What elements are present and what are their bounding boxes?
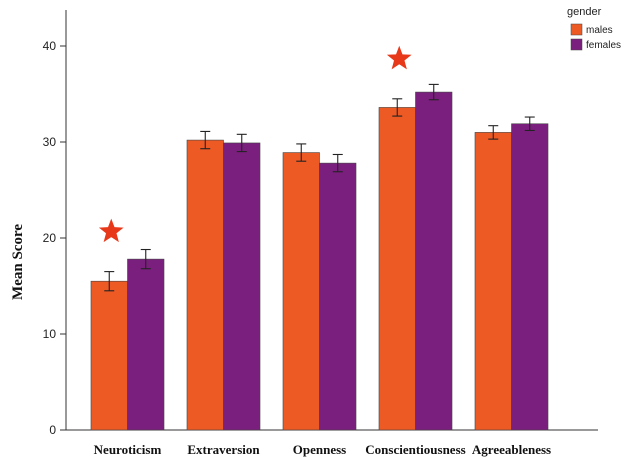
y-ticks: 0 10 20 30 40 bbox=[43, 39, 66, 437]
legend-label-females: females bbox=[586, 40, 621, 51]
y-tick-label: 0 bbox=[49, 423, 56, 437]
error-bar-males-conscientiousness bbox=[392, 98, 403, 117]
y-tick-label: 10 bbox=[43, 327, 57, 341]
error-bar-females-agreeableness bbox=[524, 116, 535, 132]
significance-star bbox=[386, 45, 412, 70]
y-tick-label: 30 bbox=[43, 135, 57, 149]
bar-males-neuroticism bbox=[90, 280, 128, 431]
category-labels: Neuroticism Extraversion Openness Conscient… bbox=[94, 442, 551, 457]
bar-females-neuroticism bbox=[127, 258, 165, 431]
bar-males-extraversion bbox=[186, 139, 224, 431]
bar-males-conscientiousness bbox=[378, 107, 416, 431]
error-bar-females-conscientiousness bbox=[428, 83, 439, 101]
category-label: Openness bbox=[293, 442, 346, 457]
error-bar-females-extraversion bbox=[236, 133, 247, 153]
bar-females-conscientiousness bbox=[415, 91, 453, 431]
error-bar-females-openness bbox=[332, 153, 343, 173]
bar-females-agreeableness bbox=[511, 123, 549, 431]
category-label: Agreeableness bbox=[472, 442, 551, 457]
bar-females-openness bbox=[319, 162, 357, 431]
error-bar-males-agreeableness bbox=[488, 125, 499, 140]
error-bar-males-openness bbox=[296, 143, 307, 162]
y-tick-label: 40 bbox=[43, 39, 57, 53]
error-bar-females-neuroticism bbox=[140, 248, 151, 270]
y-axis-title: Mean Score bbox=[10, 224, 26, 300]
error-bar-males-neuroticism bbox=[104, 271, 115, 292]
bar-females-extraversion bbox=[223, 142, 261, 431]
legend: gender males females bbox=[567, 6, 621, 51]
legend-title: gender bbox=[567, 6, 602, 18]
legend-swatch-females bbox=[570, 38, 583, 51]
category-label: Extraversion bbox=[187, 442, 260, 457]
bar-males-openness bbox=[282, 152, 320, 431]
error-bars bbox=[104, 83, 535, 292]
legend-label-males: males bbox=[586, 25, 613, 36]
error-bar-males-extraversion bbox=[200, 130, 211, 150]
category-label: Neuroticism bbox=[94, 442, 162, 457]
category-label: Conscientiousness bbox=[365, 442, 465, 457]
bar-males-agreeableness bbox=[474, 132, 512, 431]
legend-swatch-males bbox=[570, 23, 583, 36]
y-tick-label: 20 bbox=[43, 231, 57, 245]
significance-star bbox=[98, 218, 124, 243]
significance-stars bbox=[98, 45, 412, 243]
bars bbox=[90, 91, 549, 431]
